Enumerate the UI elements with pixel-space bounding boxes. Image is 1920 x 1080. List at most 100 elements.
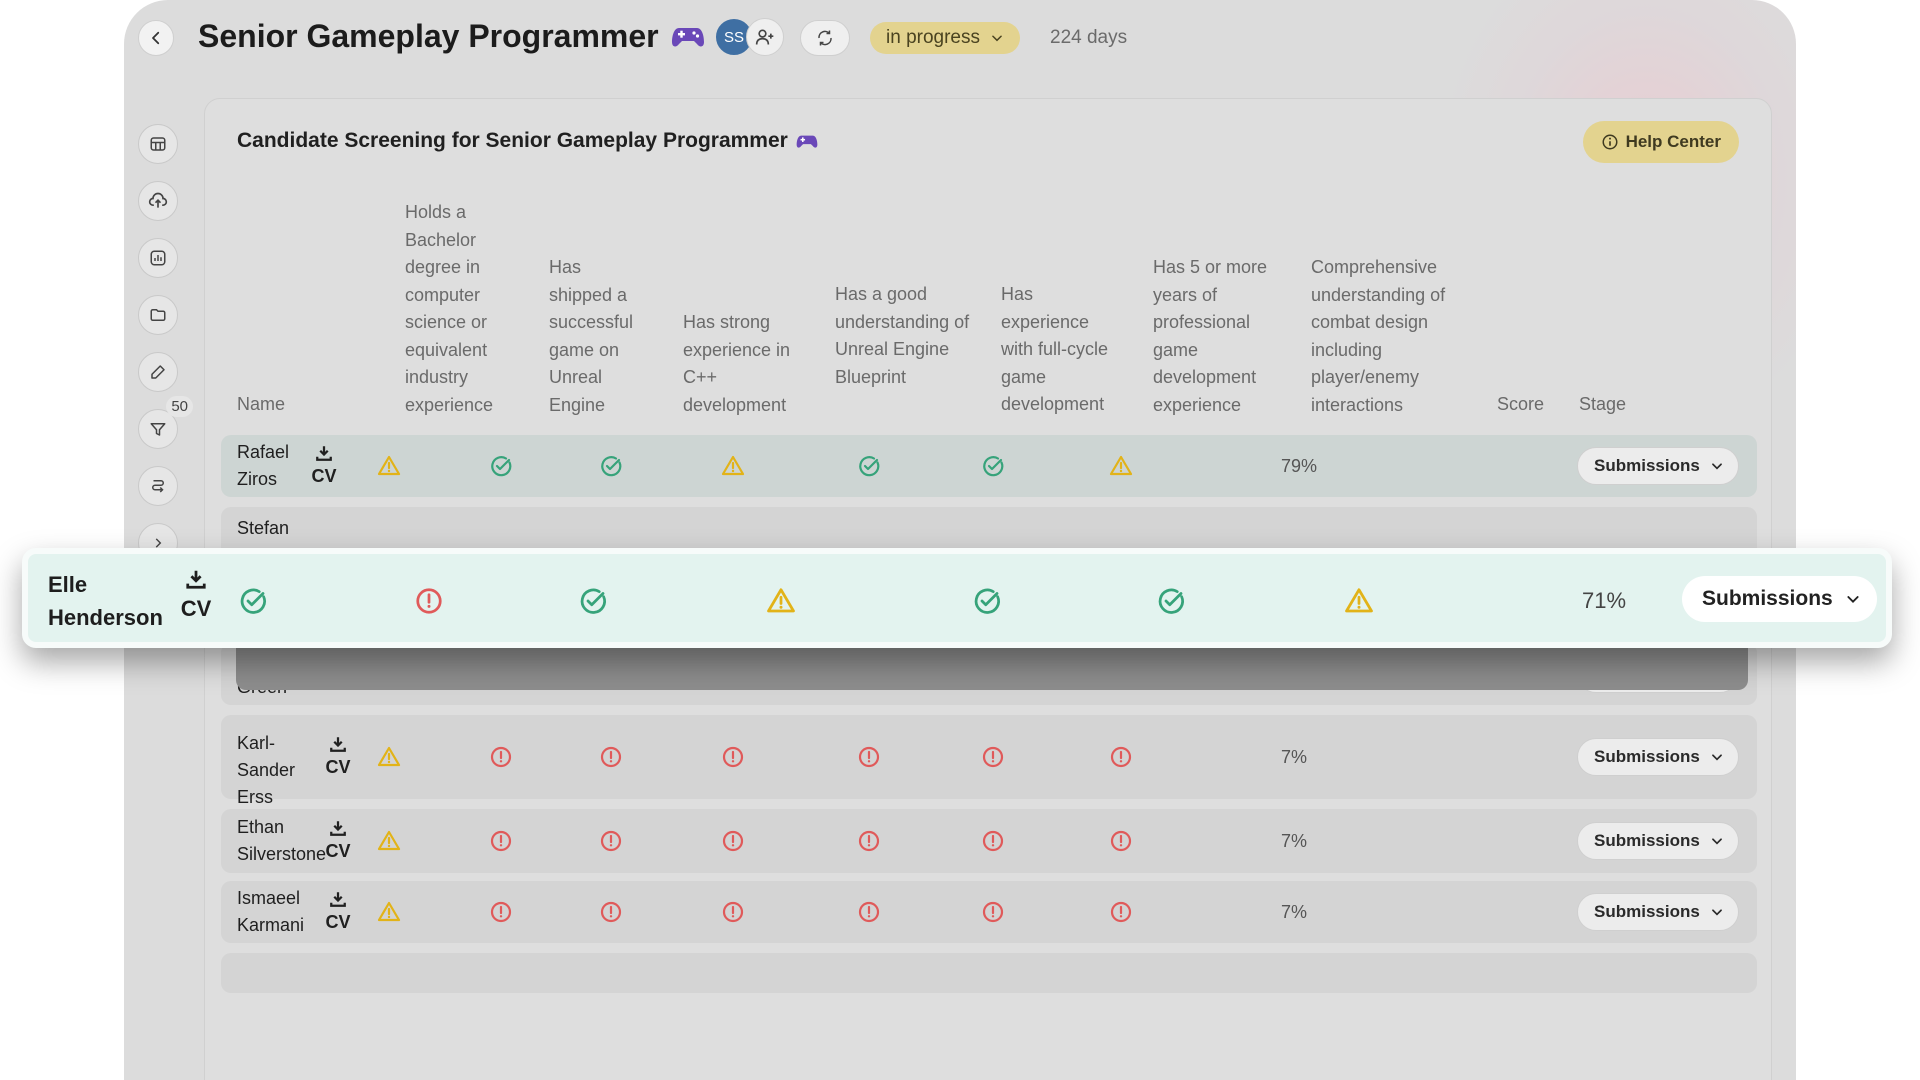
gamepad-icon bbox=[796, 135, 818, 148]
criterion-shipped-game-alert-circle-icon bbox=[414, 586, 444, 616]
criterion-experience-check-circle-icon bbox=[981, 454, 1005, 478]
criterion-full-cycle-alert-circle-icon bbox=[857, 900, 881, 924]
stage-dropdown[interactable]: Submissions bbox=[1577, 738, 1739, 776]
column-header-name: Name bbox=[237, 394, 286, 414]
candidate-name: Ismaeel Karmani bbox=[237, 888, 305, 935]
chart-icon bbox=[150, 250, 166, 266]
help-center-button[interactable]: Help Center bbox=[1582, 121, 1739, 163]
stage-label: Submissions bbox=[1594, 747, 1700, 766]
download-icon bbox=[330, 737, 346, 752]
chevron-right-icon bbox=[155, 538, 162, 548]
stage-dropdown[interactable]: Submissions bbox=[1577, 822, 1739, 860]
filter-count-badge: 50 bbox=[166, 396, 193, 417]
criterion-shipped-game-check-circle-icon bbox=[489, 454, 513, 478]
criterion-degree-warning-icon bbox=[377, 900, 401, 924]
sidebar-item-folder[interactable] bbox=[138, 295, 178, 335]
cv-label: CV bbox=[311, 466, 337, 486]
chevron-down-icon bbox=[1711, 754, 1722, 761]
column-header-stage: Stage bbox=[1579, 394, 1627, 414]
sidebar-item-table[interactable] bbox=[138, 124, 178, 164]
candidate-score: 71% bbox=[1582, 588, 1627, 613]
download-icon bbox=[330, 821, 346, 836]
criterion-shipped-game-alert-circle-icon bbox=[489, 829, 513, 853]
chevron-left-icon bbox=[152, 31, 160, 45]
info-icon bbox=[1602, 134, 1618, 150]
stage-label: Submissions bbox=[1594, 831, 1700, 850]
criterion-combat-warning-icon bbox=[1344, 586, 1374, 616]
cv-label: CV bbox=[325, 841, 351, 861]
cv-download-button[interactable]: CV bbox=[309, 444, 339, 487]
column-header-score: Score bbox=[1497, 394, 1545, 414]
cv-label: CV bbox=[180, 596, 212, 621]
stage-label: Submissions bbox=[1594, 902, 1700, 921]
candidate-name: Karl-Sander Erss bbox=[237, 733, 296, 807]
table-row[interactable]: Karl-Sander Erss CV 7% Submissions bbox=[221, 715, 1757, 807]
criterion-blueprint-alert-circle-icon bbox=[721, 745, 745, 769]
criterion-blueprint-warning-icon bbox=[721, 454, 745, 478]
column-header-cpp: Has strong experience in C++ development bbox=[683, 312, 791, 415]
cv-download-button[interactable]: CV bbox=[323, 819, 353, 862]
back-button[interactable] bbox=[138, 20, 174, 56]
table-icon bbox=[150, 137, 166, 151]
cv-download-button[interactable]: CV bbox=[323, 890, 353, 933]
candidate-score: 7% bbox=[1281, 747, 1308, 767]
table-row[interactable] bbox=[221, 953, 1757, 993]
cv-download-button[interactable]: CV bbox=[323, 735, 353, 778]
criterion-full-cycle-check-circle-icon bbox=[857, 454, 881, 478]
column-header-shipped-game: Has shipped a successful game on Unreal … bbox=[549, 257, 634, 415]
add-user-icon bbox=[755, 29, 774, 45]
criterion-full-cycle-alert-circle-icon bbox=[857, 745, 881, 769]
sidebar-item-reports[interactable] bbox=[138, 238, 178, 278]
column-header-blueprint: Has a good understanding of Unreal Engin… bbox=[835, 284, 970, 387]
candidate-name: Stefan bbox=[237, 518, 290, 538]
app-window: Senior Gameplay Programmer SS in progres… bbox=[124, 0, 1796, 1080]
add-user-button[interactable] bbox=[746, 18, 784, 56]
route-icon bbox=[152, 480, 164, 493]
chevron-down-icon bbox=[1847, 596, 1859, 603]
gamepad-icon bbox=[671, 27, 704, 46]
help-center-label: Help Center bbox=[1625, 132, 1721, 151]
stage-dropdown[interactable]: Submissions bbox=[1682, 576, 1877, 622]
criterion-degree-warning-icon bbox=[377, 829, 401, 853]
sync-button[interactable] bbox=[800, 20, 850, 56]
column-header-combat: Comprehensive understanding of combat de… bbox=[1311, 257, 1446, 415]
column-header-degree: Holds a Bachelor degree in computer scie… bbox=[405, 202, 494, 415]
table-row[interactable]: Ethan Silverstone CV 7% Submissions bbox=[221, 809, 1757, 873]
card-title-text: Candidate Screening for Senior Gameplay … bbox=[237, 129, 788, 152]
header: Senior Gameplay Programmer SS in progres… bbox=[124, 0, 1796, 76]
candidate-name: Elle Henderson bbox=[48, 572, 163, 630]
status-label: in progress bbox=[886, 27, 980, 48]
page-title-text: Senior Gameplay Programmer bbox=[198, 18, 659, 54]
edit-icon bbox=[151, 365, 165, 379]
criterion-shipped-game-alert-circle-icon bbox=[489, 745, 513, 769]
sidebar-item-upload[interactable] bbox=[138, 181, 178, 221]
cv-label: CV bbox=[325, 912, 351, 932]
criterion-cpp-check-circle-icon bbox=[599, 454, 623, 478]
criterion-combat-alert-circle-icon bbox=[1109, 829, 1133, 853]
page-title: Senior Gameplay Programmer bbox=[198, 18, 705, 55]
table-row[interactable]: Ismaeel Karmani CV 7% Submissions bbox=[221, 881, 1757, 943]
candidate-score: 7% bbox=[1281, 831, 1308, 851]
filter-icon bbox=[150, 423, 166, 436]
assignees: SS bbox=[714, 17, 784, 57]
criterion-cpp-alert-circle-icon bbox=[599, 900, 623, 924]
table-row[interactable]: Rafael Ziros CV 79% Submissions bbox=[221, 435, 1757, 497]
chevron-down-icon bbox=[1711, 909, 1722, 916]
stage-dropdown[interactable]: Submissions bbox=[1577, 447, 1739, 485]
cv-download-button[interactable]: CV bbox=[178, 568, 214, 622]
criterion-combat-alert-circle-icon bbox=[1109, 745, 1133, 769]
criterion-blueprint-alert-circle-icon bbox=[721, 829, 745, 853]
criterion-degree-check-circle-icon bbox=[238, 586, 268, 616]
candidate-score: 7% bbox=[1281, 902, 1308, 922]
status-dropdown[interactable]: in progress bbox=[870, 22, 1020, 54]
sidebar-item-edit[interactable] bbox=[138, 352, 178, 392]
stage-dropdown[interactable]: Submissions bbox=[1577, 893, 1739, 931]
stage-label: Submissions bbox=[1594, 456, 1700, 475]
criterion-combat-warning-icon bbox=[1109, 454, 1133, 478]
card-title: Candidate Screening for Senior Gameplay … bbox=[237, 129, 818, 153]
criterion-cpp-alert-circle-icon bbox=[599, 829, 623, 853]
highlighted-candidate-row[interactable]: Elle Henderson CV 71% Submissions bbox=[22, 548, 1892, 648]
criterion-cpp-check-circle-icon bbox=[578, 586, 608, 616]
sidebar-item-filter[interactable]: 50 bbox=[138, 396, 193, 449]
sidebar-item-route[interactable] bbox=[138, 466, 178, 506]
